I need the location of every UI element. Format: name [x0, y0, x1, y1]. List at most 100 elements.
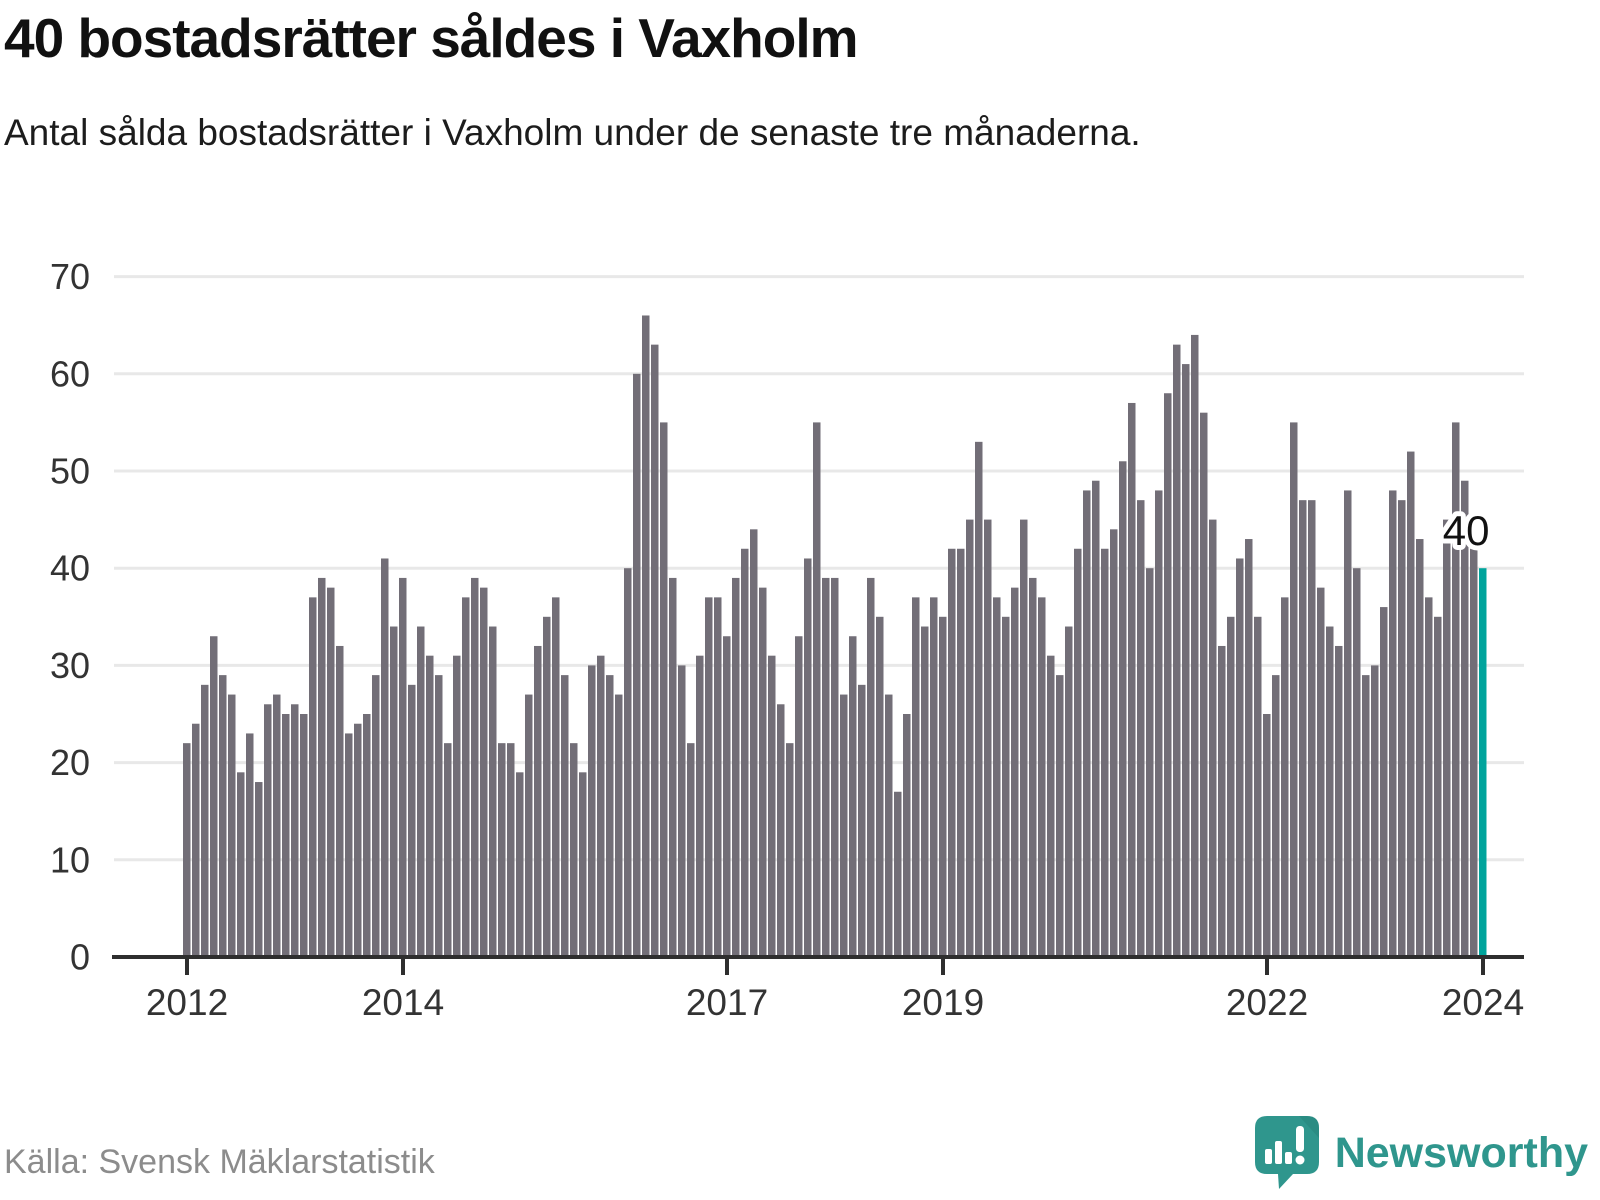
bar-2018-07 — [885, 694, 893, 957]
bar-2019-12 — [1038, 597, 1046, 957]
y-axis-label-60: 60 — [50, 353, 90, 394]
bar-2023-01 — [1371, 665, 1379, 957]
bar-2021-02 — [1164, 393, 1172, 957]
bar-2021-06 — [1200, 412, 1208, 957]
bar-2022-12 — [1362, 675, 1370, 957]
bar-2014-02 — [408, 684, 416, 957]
bar-2015-09 — [579, 772, 587, 957]
bar-2014-05 — [435, 675, 443, 957]
bar-2020-10 — [1128, 402, 1136, 957]
bar-2012-07 — [237, 772, 245, 957]
bar-2020-11 — [1137, 500, 1145, 957]
bar-2016-08 — [678, 665, 686, 957]
bar-2022-01 — [1263, 714, 1271, 957]
bar-2023-12 — [1470, 548, 1478, 957]
bar-2014-06 — [444, 743, 452, 957]
bar-2022-08 — [1326, 626, 1334, 957]
bar-2021-10 — [1236, 558, 1244, 957]
bar-2018-11 — [921, 626, 929, 957]
bar-2022-03 — [1281, 597, 1289, 957]
bar-2020-05 — [1083, 490, 1091, 957]
bar-2012-06 — [228, 694, 236, 957]
bar-2021-12 — [1254, 616, 1262, 957]
y-axis-label-10: 10 — [50, 839, 90, 880]
bar-2022-04 — [1290, 422, 1298, 957]
bar-2014-01 — [399, 577, 407, 957]
bar-2012-08 — [246, 733, 254, 957]
bar-2020-04 — [1074, 548, 1082, 957]
y-axis-label-0: 0 — [70, 937, 90, 978]
bar-2017-07 — [777, 704, 785, 957]
x-axis-label-2014: 2014 — [362, 982, 444, 1020]
bar-2022-05 — [1299, 500, 1307, 957]
bar-2012-12 — [282, 714, 290, 957]
page-title: 40 bostadsrätter såldes i Vaxholm — [4, 7, 858, 69]
bar-2017-12 — [822, 577, 830, 957]
bar-2019-07 — [993, 597, 1001, 957]
bar-2014-12 — [498, 743, 506, 957]
bar-2015-05 — [543, 616, 551, 957]
bar-2017-08 — [786, 743, 794, 957]
bar-2020-06 — [1092, 480, 1100, 957]
bar-2020-08 — [1110, 529, 1118, 957]
bar-2016-07 — [669, 577, 677, 957]
bar-2021-11 — [1245, 539, 1253, 957]
bar-2024-01 — [1479, 568, 1487, 957]
bar-2019-04 — [966, 519, 974, 957]
bar-2022-11 — [1353, 568, 1361, 957]
x-axis-label-2019: 2019 — [902, 982, 984, 1020]
bar-2013-05 — [327, 587, 335, 957]
y-axis-label-50: 50 — [50, 451, 90, 492]
bar-2020-12 — [1146, 568, 1154, 957]
bar-2016-10 — [696, 655, 704, 957]
bar-2013-01 — [291, 704, 299, 957]
bar-2012-02 — [192, 723, 200, 957]
bar-2013-12 — [390, 626, 398, 957]
bar-2019-08 — [1002, 616, 1010, 957]
bar-2013-03 — [309, 597, 317, 957]
bar-2012-05 — [219, 675, 227, 957]
x-axis-label-2022: 2022 — [1226, 982, 1308, 1020]
brand-logo: Newsworthy — [1254, 1116, 1588, 1190]
bar-2022-07 — [1317, 587, 1325, 957]
bar-2021-03 — [1173, 344, 1181, 957]
x-axis-label-2024: 2024 — [1442, 982, 1524, 1020]
bar-2013-02 — [300, 714, 308, 957]
bar-2016-02 — [624, 568, 632, 957]
bar-2013-11 — [381, 558, 389, 957]
logo-bar-mid — [1284, 1152, 1292, 1164]
bar-2016-03 — [633, 373, 641, 957]
bar-2015-12 — [606, 675, 614, 957]
bar-2022-10 — [1344, 490, 1352, 957]
bar-2012-04 — [210, 636, 218, 957]
bar-2012-10 — [264, 704, 272, 957]
bar-2019-05 — [975, 441, 983, 958]
source-note: Källa: Svensk Mäklarstatistik — [4, 1143, 435, 1181]
bar-2017-01 — [723, 636, 731, 957]
bar-2019-01 — [939, 616, 947, 957]
bar-2014-08 — [462, 597, 470, 957]
bar-2015-04 — [534, 645, 542, 957]
bar-2021-08 — [1218, 645, 1226, 957]
logo-fold — [1298, 1116, 1319, 1138]
bar-2018-10 — [912, 597, 920, 957]
bar-2013-09 — [363, 714, 371, 957]
bar-2014-03 — [417, 626, 425, 957]
y-axis-label-70: 70 — [50, 256, 90, 297]
bar-2012-01 — [183, 743, 191, 957]
bar-2017-09 — [795, 636, 803, 957]
bar-2012-09 — [255, 782, 263, 957]
logo-bar-small — [1264, 1149, 1272, 1164]
bar-2018-09 — [903, 714, 911, 957]
bar-2021-05 — [1191, 334, 1199, 957]
y-axis-label-20: 20 — [50, 742, 90, 783]
brand-name: Newsworthy — [1334, 1128, 1588, 1177]
bar-2014-10 — [480, 587, 488, 957]
bar-2023-02 — [1380, 607, 1388, 957]
bar-2016-12 — [714, 597, 722, 957]
bar-2023-11 — [1461, 480, 1469, 957]
bar-2018-04 — [858, 684, 866, 957]
logo-bar-tall — [1274, 1141, 1282, 1164]
logo-exclamation-stem — [1295, 1126, 1304, 1152]
